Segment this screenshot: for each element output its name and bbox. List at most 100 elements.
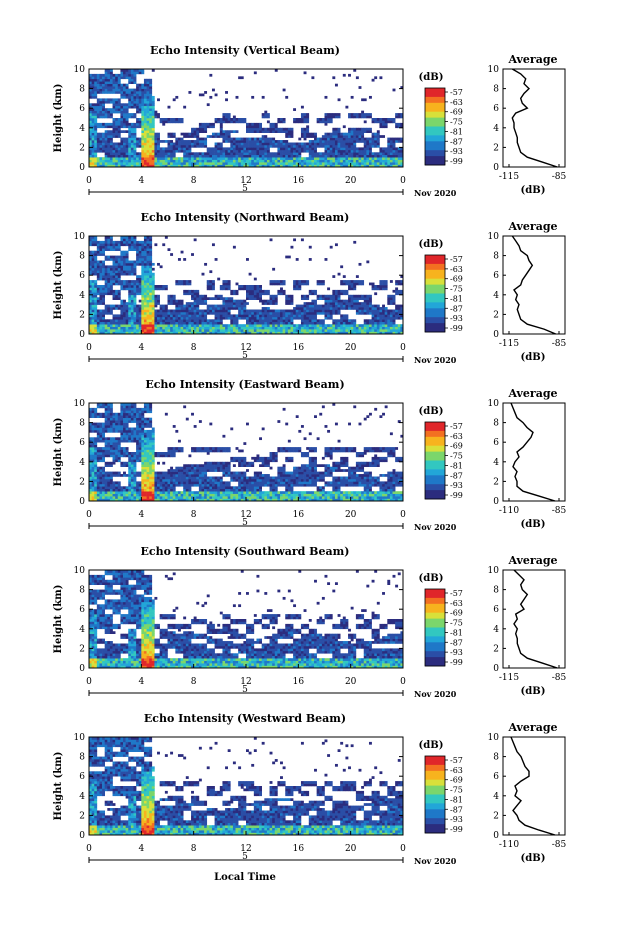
heatmap-cell — [366, 157, 370, 160]
heatmap-cell — [384, 329, 388, 332]
heatmap-cell — [141, 71, 145, 75]
heatmap-cell — [107, 132, 111, 136]
heatmap-cell — [308, 331, 312, 335]
heatmap-cell — [99, 454, 103, 458]
heatmap-cell — [332, 275, 336, 278]
heatmap-cell — [96, 471, 100, 475]
heatmap-cell — [316, 144, 320, 148]
heatmap-cell — [248, 272, 252, 276]
heatmap-cell — [115, 100, 119, 104]
heatmap-cell — [363, 321, 367, 325]
heatmap-cell — [327, 316, 331, 320]
heatmap-cell — [298, 154, 302, 158]
heatmap-cell — [248, 297, 252, 300]
heatmap-cell — [89, 285, 92, 288]
heatmap-cell — [96, 297, 100, 300]
colorbar-tick-label: -93 — [450, 314, 463, 323]
heatmap-cell — [368, 309, 372, 313]
heatmap-cell — [368, 137, 372, 141]
heatmap-cell — [143, 267, 147, 271]
heatmap-cell — [151, 110, 155, 114]
heatmap-cell — [149, 147, 153, 151]
heatmap-cell — [298, 314, 302, 318]
heatmap-cell — [327, 147, 331, 151]
heatmap-cell — [332, 115, 336, 119]
heatmap-cell — [266, 289, 270, 293]
heatmap-cell — [146, 122, 150, 126]
heatmap-cell — [214, 258, 218, 261]
heatmap-cell — [109, 324, 113, 327]
heatmap-cell — [350, 319, 354, 323]
heatmap-cell — [130, 324, 134, 327]
heatmap-cell — [293, 144, 297, 148]
heatmap-cell — [240, 164, 244, 168]
heatmap-cell — [143, 297, 147, 300]
heatmap-cell — [382, 149, 385, 153]
heatmap-cell — [104, 287, 108, 291]
heatmap-cell — [211, 132, 215, 136]
heatmap-cell — [248, 289, 252, 293]
heatmap-cell — [355, 137, 359, 141]
heatmap-cell — [125, 71, 129, 75]
heatmap-cell — [117, 152, 121, 156]
heatmap-cell — [123, 137, 126, 141]
heatmap-cell — [125, 302, 129, 305]
heatmap-cell — [96, 319, 100, 323]
heatmap-cell — [133, 81, 137, 84]
average-x-tick-label: -85 — [552, 172, 567, 182]
heatmap-cell — [125, 307, 129, 310]
heatmap-cell — [143, 78, 147, 82]
heatmap-cell — [298, 162, 302, 165]
heatmap-cell — [376, 118, 380, 121]
heatmap-cell — [290, 164, 294, 168]
heatmap-cell — [117, 73, 121, 77]
heatmap-cell — [188, 314, 192, 318]
heatmap-cell — [130, 329, 134, 332]
heatmap-cell — [167, 299, 171, 303]
heatmap-cell — [287, 154, 291, 158]
heatmap-cell — [300, 304, 304, 308]
heatmap-cell — [109, 258, 113, 261]
heatmap-cell — [277, 118, 281, 121]
heatmap-cell — [185, 142, 189, 146]
heatmap-cell — [353, 329, 357, 332]
heatmap-cell — [172, 98, 176, 102]
heatmap-cell — [397, 152, 401, 156]
heatmap-cell — [89, 302, 92, 305]
heatmap-cell — [266, 120, 270, 124]
heatmap-cell — [308, 302, 312, 305]
heatmap-cell — [311, 135, 315, 138]
heatmap-cell — [157, 321, 160, 325]
heatmap-cell — [332, 113, 336, 116]
heatmap-cell — [282, 149, 286, 153]
heatmap-cell — [227, 135, 231, 138]
heatmap-cell — [222, 299, 226, 303]
heatmap-cell — [206, 304, 210, 308]
heatmap-cell — [89, 162, 92, 165]
heatmap-cell — [384, 314, 388, 318]
heatmap-cell — [96, 429, 100, 433]
heatmap-cell — [353, 285, 357, 288]
heatmap-cell — [387, 299, 391, 303]
heatmap-cell — [235, 130, 239, 133]
heatmap-cell — [387, 137, 391, 141]
heatmap-cell — [198, 331, 202, 335]
heatmap-cell — [285, 132, 289, 136]
heatmap-cell — [293, 331, 297, 335]
heatmap-cell — [188, 326, 192, 330]
heatmap-cell — [256, 311, 260, 315]
heatmap-cell — [206, 285, 210, 288]
heatmap-cell — [238, 314, 242, 318]
heatmap-cell — [151, 135, 155, 138]
heatmap-cell — [180, 314, 184, 318]
heatmap-cell — [340, 304, 344, 308]
heatmap-cell — [327, 164, 331, 168]
heatmap-cell — [272, 311, 276, 315]
heatmap-cell — [308, 304, 312, 308]
heatmap-cell — [251, 294, 255, 298]
heatmap-cell — [183, 162, 187, 165]
heatmap-cell — [219, 152, 223, 156]
heatmap-cell — [196, 137, 200, 141]
heatmap-cell — [206, 152, 210, 156]
heatmap-cell — [162, 243, 166, 247]
